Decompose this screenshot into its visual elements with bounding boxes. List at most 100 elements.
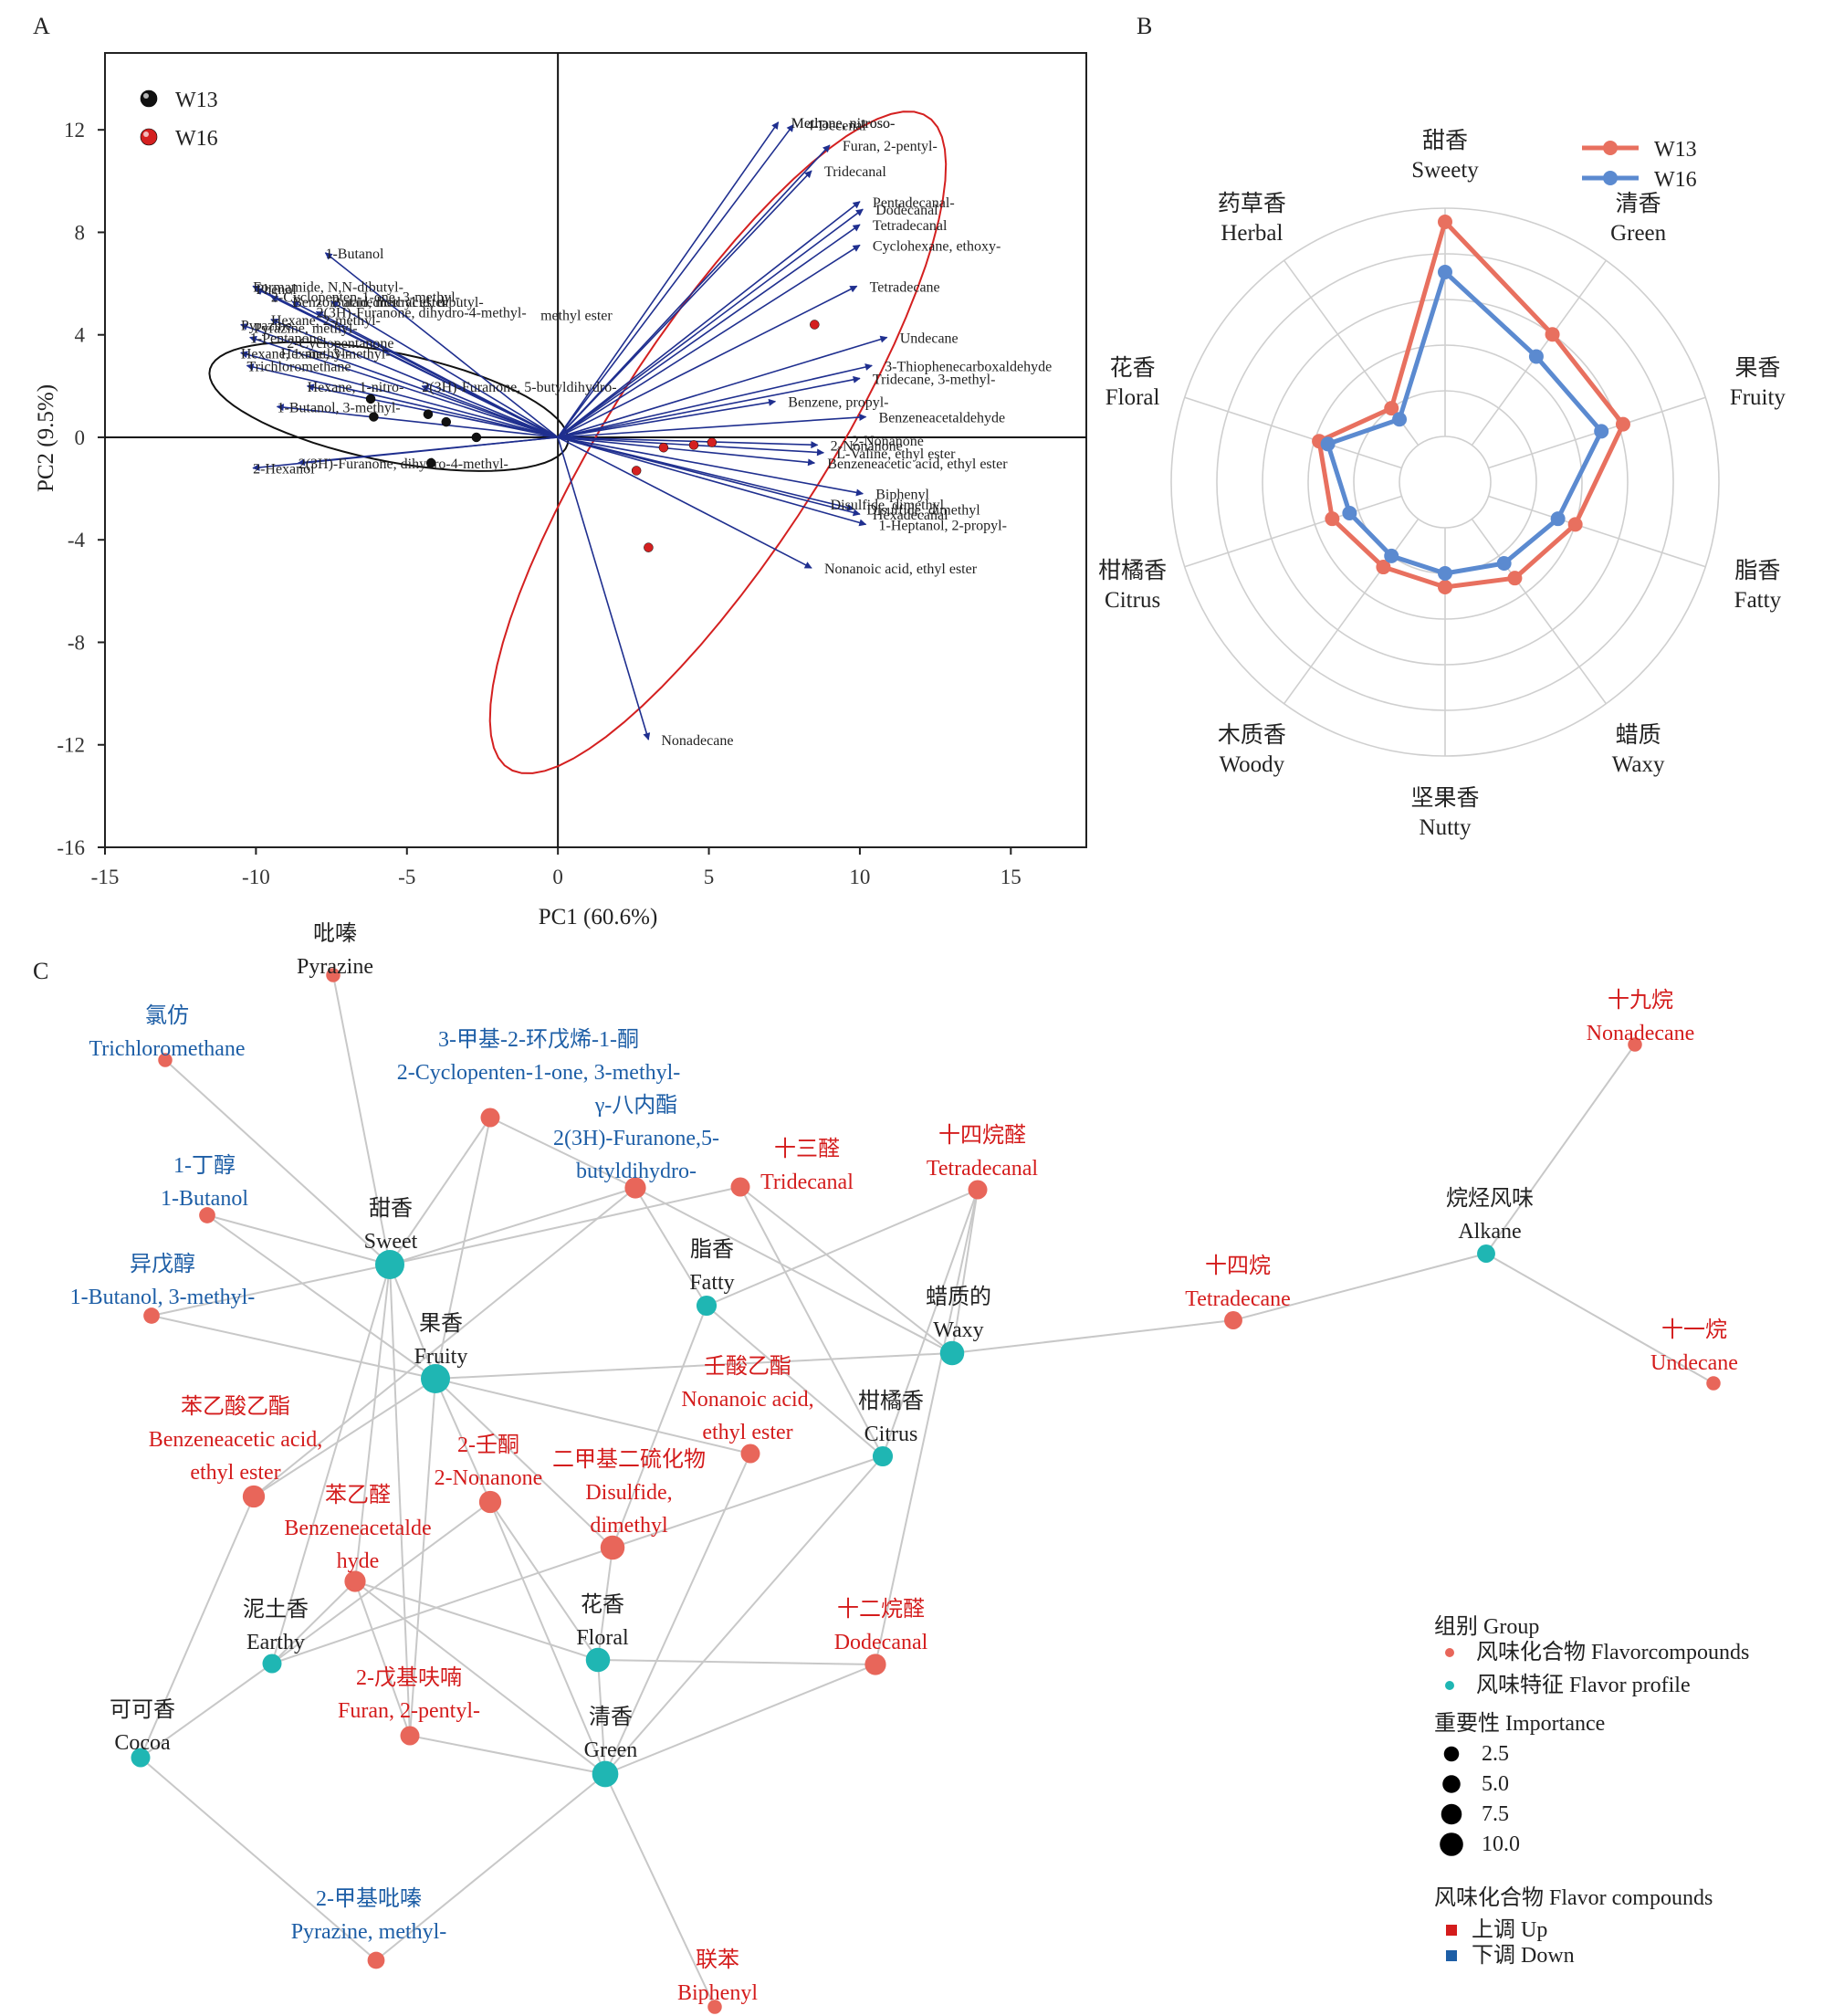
- loading-vector: [270, 295, 559, 438]
- node-nonanoate: [740, 1444, 760, 1464]
- node-label-zh-floral: 花香: [581, 1592, 624, 1617]
- loading-vector: [557, 436, 812, 569]
- loading-vector: [246, 363, 559, 438]
- node-label-zh-biphenyl: 联苯: [696, 1948, 739, 1972]
- loading-label: 1-Heptanol, 2-propyl-: [879, 518, 1007, 533]
- network-edge: [706, 1305, 884, 1457]
- radar-spoke: [1488, 495, 1706, 568]
- loading-vector: [315, 310, 559, 438]
- loading-label: Formamide, N,N-dibutyl-: [253, 279, 403, 295]
- node-nonadecane: [1628, 1037, 1642, 1052]
- radar-axis-label-en: Sweety: [1411, 158, 1479, 183]
- radar-point-w16: [1392, 412, 1408, 427]
- node-label-en-floral: Floral: [576, 1626, 629, 1650]
- radar-point-w16: [1342, 505, 1357, 520]
- node-label-zh-fruity: 果香: [419, 1311, 463, 1336]
- network-edge: [489, 1501, 599, 1661]
- sample-point-w13: [369, 412, 379, 422]
- network-edge: [271, 1547, 613, 1664]
- node-label-zh-nonadecane: 十九烷: [1608, 988, 1673, 1013]
- radar-axis-label-zh: 甜香: [1422, 128, 1468, 153]
- loading-label-overlay: Hexane, 3-methyl-: [281, 346, 391, 362]
- pca-x-tick-label: -5: [398, 866, 415, 888]
- node-alkane: [1477, 1244, 1495, 1263]
- legend-importance-label: 10.0: [1482, 1832, 1520, 1856]
- network-edge: [951, 1189, 979, 1354]
- loading-vector: [557, 335, 888, 438]
- legend-regulation-label: 上调 Up: [1472, 1917, 1547, 1942]
- radar-spoke: [1283, 518, 1420, 705]
- node-label-zh-green: 清香: [589, 1705, 633, 1729]
- node-floral: [585, 1647, 611, 1673]
- loading-vector: [557, 244, 861, 438]
- node-label-en-phenylacetaldehyde: Benzeneacetalde: [284, 1517, 431, 1540]
- network-edge: [271, 1264, 391, 1664]
- loading-label: Tetradecanal: [873, 218, 948, 234]
- loading-vector: [557, 123, 794, 438]
- radar-axis-label-en: Waxy: [1612, 752, 1665, 777]
- loading-vector: [249, 335, 559, 438]
- node-label-zh-dmds: 二甲基二硫化物: [552, 1447, 706, 1472]
- radar-point-w13: [1507, 571, 1523, 586]
- loading-label: 4-Decenal: [806, 119, 866, 134]
- radar-spoke: [1471, 518, 1607, 705]
- radar-point-w13: [1376, 560, 1391, 575]
- sample-point-w16: [644, 542, 654, 552]
- radar-axis-label-zh: 果香: [1734, 355, 1780, 381]
- radar-point-w13: [1438, 215, 1452, 229]
- loading-label: Cyclohexane, ethoxy-: [873, 238, 1001, 254]
- legend-group-label: 风味化合物 Flavorcompounds: [1476, 1640, 1749, 1664]
- loading-label-overlay: Methane, nitroso-: [791, 116, 896, 131]
- node-label-en-biphenyl: Biphenyl: [677, 1981, 758, 2005]
- loading-label: 2(3H)-Furanone, 5-butyldihydro-: [422, 380, 616, 395]
- loading-label: Phenol: [256, 282, 297, 298]
- pca-axes: -15 -10 -5 0 5 10 15 -16 -12 -8 -4 0 4 8 12: [57, 52, 1087, 888]
- legend-label-w13: W13: [175, 89, 218, 112]
- loading-vector: [557, 436, 861, 517]
- legend-importance-label: 5.0: [1482, 1772, 1509, 1796]
- node-label-zh-sweet: 甜香: [369, 1196, 413, 1221]
- node-label-en-butanol: 1-Butanol: [161, 1187, 248, 1211]
- sample-point-w13: [471, 432, 482, 443]
- pca-y-tick-label: -4: [68, 529, 86, 551]
- pca-y-axis-label: PC2 (9.5%): [34, 384, 58, 492]
- loading-label: 1-Butanol: [325, 247, 384, 262]
- loading-label: Pyrazine: [241, 318, 292, 333]
- legend-importance-marker: [1442, 1775, 1461, 1793]
- loading-vector: [558, 414, 867, 438]
- loading-label: Hexadecanal: [873, 508, 948, 523]
- node-label-en-cocoa: Cocoa: [114, 1731, 171, 1755]
- loading-vector: [557, 224, 861, 438]
- radar-point-w16: [1384, 548, 1399, 563]
- pca-y-tick-label: 8: [75, 221, 86, 244]
- pca-x-axis-label: PC1 (60.6%): [539, 905, 658, 929]
- node-label-en-phenylacetaldehyde: hyde: [337, 1549, 380, 1573]
- network-edge: [354, 1264, 391, 1582]
- radar-axis-label-zh: 药草香: [1218, 191, 1286, 216]
- radar-point-w16: [1496, 555, 1512, 571]
- radar-axis-label-en: Citrus: [1105, 588, 1160, 613]
- pca-x-tick-label: 15: [1001, 866, 1022, 888]
- loading-vector: [270, 318, 559, 438]
- network-edge: [597, 1659, 606, 1775]
- network-edge: [435, 1378, 613, 1549]
- radar-spoke: [1184, 396, 1402, 469]
- loading-vector: [557, 436, 651, 740]
- radar-axis-label-en: Green: [1610, 221, 1667, 246]
- node-label-zh-dodecanal: 十二烷醛: [837, 1597, 925, 1622]
- radar-point-w16: [1594, 424, 1609, 439]
- node-label-zh-phenylacetaldehyde: 苯乙醛: [325, 1483, 391, 1507]
- network-edge: [604, 1773, 716, 2008]
- network-edge: [389, 1117, 491, 1265]
- network-edge: [151, 1264, 391, 1317]
- loading-vector: [240, 323, 559, 438]
- node-label-zh-undecane: 十一烷: [1661, 1318, 1727, 1342]
- node-label-zh-nonanone: 2-壬酮: [457, 1433, 519, 1457]
- node-label-en-nonadecane: Nonadecane: [1587, 1022, 1695, 1045]
- node-label-en-nonanoate: ethyl ester: [702, 1421, 792, 1444]
- network-edge: [435, 1352, 953, 1380]
- loading-label: Butanedioic acid, dibutyl-: [331, 295, 484, 310]
- node-label-zh-waxy: 蜡质的: [926, 1285, 991, 1309]
- radar-point-w16: [1438, 566, 1452, 581]
